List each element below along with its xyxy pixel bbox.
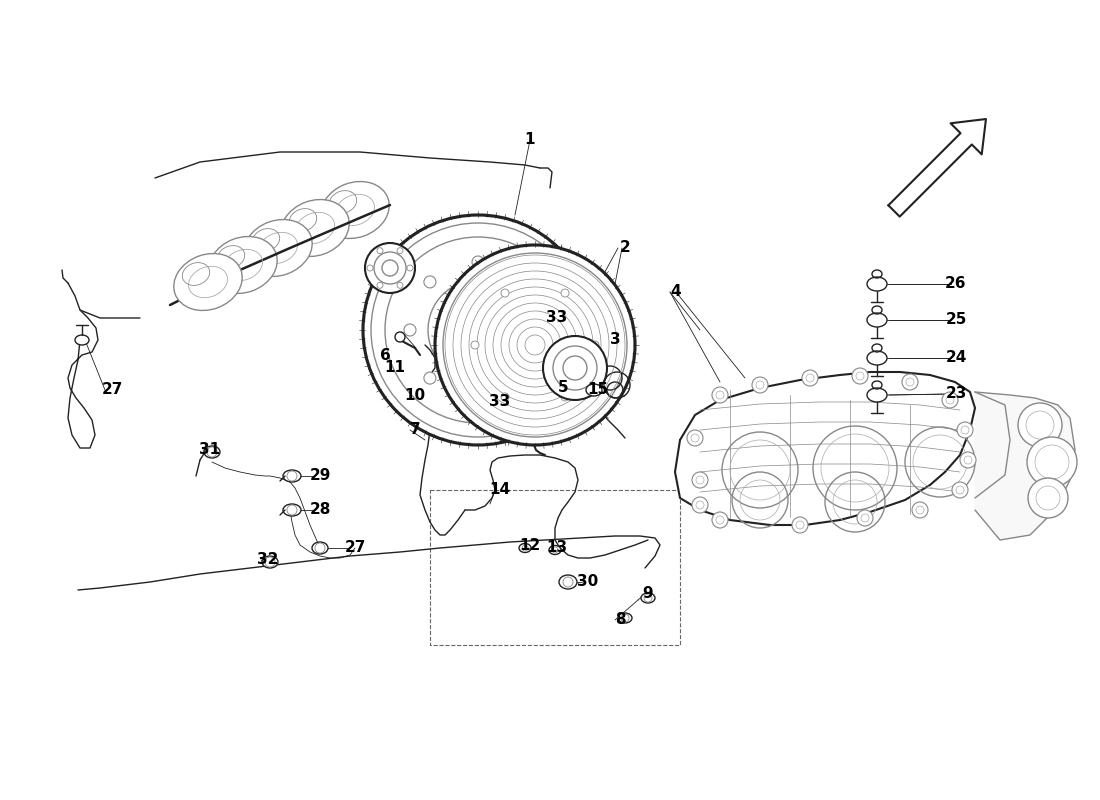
Circle shape — [443, 253, 627, 437]
Circle shape — [591, 341, 600, 349]
Text: 5: 5 — [558, 381, 569, 395]
Circle shape — [1027, 437, 1077, 487]
Polygon shape — [675, 372, 975, 525]
Circle shape — [912, 502, 928, 518]
Text: 10: 10 — [405, 387, 426, 402]
Text: 11: 11 — [385, 361, 406, 375]
Text: 9: 9 — [642, 586, 653, 602]
Ellipse shape — [867, 388, 887, 402]
Text: 6: 6 — [379, 347, 390, 362]
Ellipse shape — [262, 556, 278, 568]
Text: 31: 31 — [199, 442, 221, 458]
Circle shape — [960, 452, 976, 468]
Circle shape — [802, 370, 818, 386]
Text: 24: 24 — [945, 350, 967, 366]
Circle shape — [792, 517, 808, 533]
Circle shape — [852, 368, 868, 384]
Circle shape — [520, 372, 532, 384]
Ellipse shape — [867, 351, 887, 365]
Ellipse shape — [549, 546, 561, 554]
Circle shape — [857, 510, 873, 526]
Circle shape — [1018, 403, 1062, 447]
Circle shape — [752, 377, 768, 393]
Circle shape — [472, 256, 484, 268]
Circle shape — [712, 512, 728, 528]
Circle shape — [540, 324, 552, 336]
Circle shape — [434, 245, 635, 445]
Ellipse shape — [559, 575, 578, 589]
Text: 27: 27 — [101, 382, 123, 398]
Circle shape — [1028, 478, 1068, 518]
Ellipse shape — [280, 199, 349, 257]
Ellipse shape — [321, 182, 389, 238]
Text: 28: 28 — [309, 502, 331, 518]
Text: 3: 3 — [609, 333, 620, 347]
Circle shape — [520, 276, 532, 288]
Circle shape — [395, 332, 405, 342]
Ellipse shape — [75, 335, 89, 345]
Circle shape — [486, 290, 494, 298]
Circle shape — [692, 472, 708, 488]
Text: 15: 15 — [587, 382, 608, 398]
Ellipse shape — [586, 384, 602, 396]
Ellipse shape — [209, 237, 277, 294]
Circle shape — [543, 336, 607, 400]
Circle shape — [363, 215, 593, 445]
Text: 7: 7 — [409, 422, 420, 438]
Ellipse shape — [244, 219, 312, 277]
Text: 2: 2 — [619, 241, 630, 255]
Text: 33: 33 — [547, 310, 568, 326]
Circle shape — [561, 393, 569, 401]
Text: 13: 13 — [547, 541, 568, 555]
Text: 14: 14 — [490, 482, 510, 498]
Circle shape — [952, 482, 968, 498]
Text: 32: 32 — [257, 553, 278, 567]
Circle shape — [443, 348, 451, 356]
Text: 33: 33 — [490, 394, 510, 410]
Circle shape — [443, 304, 451, 312]
Text: 29: 29 — [309, 469, 331, 483]
Circle shape — [692, 497, 708, 513]
Ellipse shape — [365, 243, 415, 293]
Circle shape — [902, 374, 918, 390]
Text: 25: 25 — [945, 313, 967, 327]
Text: 27: 27 — [344, 541, 365, 555]
Ellipse shape — [312, 542, 328, 554]
Text: 12: 12 — [519, 538, 540, 553]
Ellipse shape — [641, 593, 654, 603]
Circle shape — [404, 324, 416, 336]
Text: 4: 4 — [671, 285, 681, 299]
Ellipse shape — [283, 504, 301, 516]
Circle shape — [471, 341, 478, 349]
Ellipse shape — [283, 470, 301, 482]
Circle shape — [561, 289, 569, 297]
Ellipse shape — [174, 254, 242, 310]
Circle shape — [712, 387, 728, 403]
Circle shape — [371, 223, 585, 437]
Text: 23: 23 — [945, 386, 967, 402]
Bar — [430, 490, 680, 645]
Circle shape — [942, 392, 958, 408]
Polygon shape — [975, 392, 1075, 540]
Circle shape — [688, 430, 703, 446]
Circle shape — [424, 276, 436, 288]
Ellipse shape — [618, 613, 632, 623]
Text: 30: 30 — [578, 574, 598, 590]
Circle shape — [472, 392, 484, 404]
Text: 1: 1 — [525, 133, 536, 147]
Circle shape — [512, 326, 520, 334]
Circle shape — [424, 372, 436, 384]
Circle shape — [500, 289, 509, 297]
Circle shape — [486, 362, 494, 370]
Circle shape — [957, 422, 974, 438]
Polygon shape — [889, 119, 986, 217]
Ellipse shape — [867, 277, 887, 291]
Text: 8: 8 — [615, 613, 625, 627]
Circle shape — [500, 393, 509, 401]
Ellipse shape — [519, 543, 531, 553]
Text: 26: 26 — [945, 277, 967, 291]
Ellipse shape — [204, 446, 220, 458]
Ellipse shape — [867, 313, 887, 327]
